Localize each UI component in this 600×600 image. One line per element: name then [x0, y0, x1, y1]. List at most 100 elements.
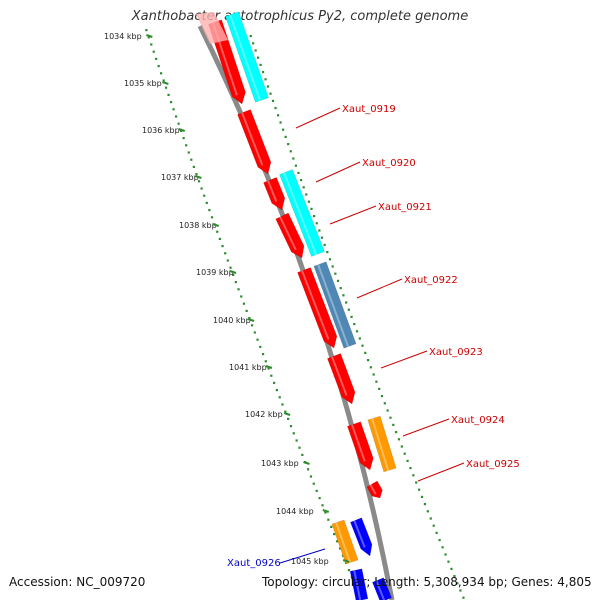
gene-feature-steel[interactable]	[313, 261, 357, 349]
ruler-dot	[180, 129, 183, 132]
ruler-dot	[157, 65, 160, 68]
genome-summary-text: Topology: circular; Length: 5,308,934 bp…	[262, 575, 592, 589]
ruler-dot	[318, 497, 321, 500]
outer-ruler-dot	[289, 150, 292, 153]
gene-feature-red[interactable]	[263, 177, 286, 211]
outer-ruler-dot	[271, 99, 275, 102]
outer-ruler-dot	[358, 337, 361, 340]
gene-label-xaut_0923[interactable]: Xaut_0923	[429, 347, 483, 358]
gene-feature-red[interactable]	[297, 267, 338, 349]
gene-feature-red[interactable]	[237, 109, 272, 175]
ruler-dot	[221, 245, 224, 248]
gene-feature-highlight	[267, 180, 278, 202]
ruler-dot	[275, 389, 279, 392]
ruler-dot	[218, 237, 221, 240]
outer-ruler-dot	[456, 582, 459, 585]
outer-ruler-dot	[432, 524, 435, 527]
ruler-tick	[322, 509, 330, 513]
gene-feature-highlight	[283, 172, 317, 256]
ruler-dot	[205, 201, 208, 204]
ruler-tick	[178, 128, 186, 132]
outer-ruler-dot	[264, 78, 267, 81]
ruler-tick	[212, 223, 220, 227]
outer-ruler-dot	[409, 467, 412, 470]
outer-ruler-dot	[438, 539, 441, 542]
ruler-dot	[197, 180, 201, 183]
ruler-dot	[253, 331, 256, 334]
outer-ruler-dot	[350, 315, 353, 318]
outer-ruler-dot	[282, 128, 285, 131]
ruler-dot	[259, 345, 262, 348]
ruler-dot	[242, 302, 246, 305]
outer-ruler-dot	[249, 35, 252, 38]
ruler-tick	[247, 318, 255, 322]
ruler-dot	[145, 29, 148, 32]
gene-feature-highlight	[369, 484, 377, 495]
gene-feature-highlight	[331, 356, 348, 396]
outer-ruler-dot	[392, 423, 395, 426]
ruler-label: 1034 kbp	[104, 32, 142, 41]
outer-ruler-dot	[429, 517, 432, 520]
ruler-dot	[347, 569, 351, 572]
gene-feature-highlight	[335, 522, 352, 563]
gene-feature-cyan[interactable]	[225, 11, 269, 103]
gene-feature-orange[interactable]	[367, 415, 397, 473]
gene-label-xaut_0922[interactable]: Xaut_0922	[404, 275, 458, 286]
outer-ruler-dot	[364, 351, 367, 354]
outer-ruler-dot	[323, 243, 326, 246]
outer-ruler-dot	[302, 186, 305, 189]
ruler-dot	[195, 173, 198, 176]
outer-ruler-dot	[400, 445, 403, 448]
gene-feature-orange[interactable]	[331, 519, 359, 565]
ruler-dot	[309, 475, 313, 478]
outer-ruler-dot	[462, 596, 465, 599]
gene-feature-red[interactable]	[347, 421, 374, 471]
gene-label-xaut_0920[interactable]: Xaut_0920	[362, 158, 416, 169]
outer-ruler-dot	[292, 157, 295, 160]
ruler-label: 1040 kbp	[213, 316, 251, 325]
ruler-dot	[289, 425, 293, 428]
gene-feature-highlight	[353, 570, 362, 600]
outer-ruler-dot	[369, 366, 372, 369]
ruler-dot	[187, 151, 190, 154]
gene-feature-red[interactable]	[275, 212, 305, 259]
ruler-label: 1042 kbp	[245, 410, 283, 419]
gene-feature-blue[interactable]	[349, 568, 369, 600]
gene-feature-red[interactable]	[366, 480, 383, 499]
outer-ruler-dot	[353, 323, 356, 326]
outer-ruler-dot	[257, 56, 260, 59]
ruler-dot	[278, 396, 281, 399]
gene-feature-faded[interactable]	[196, 12, 228, 44]
gene-leader-line	[315, 161, 361, 183]
outer-ruler-dot	[307, 200, 310, 203]
gene-label-xaut_0921[interactable]: Xaut_0921	[378, 202, 432, 213]
ruler-dot	[248, 317, 251, 320]
ruler-dot	[256, 338, 259, 341]
gene-feature-blue[interactable]	[350, 517, 373, 557]
gene-leader-line	[279, 548, 326, 564]
ruler-dot	[250, 324, 254, 327]
outer-ruler-dot	[259, 63, 262, 66]
ruler-dot	[172, 108, 175, 111]
ruler-label: 1039 kbp	[196, 268, 234, 277]
outer-ruler-dot	[276, 114, 280, 117]
gene-label-xaut_0919[interactable]: Xaut_0919	[342, 104, 396, 115]
ruler-label: 1038 kbp	[179, 221, 217, 230]
ruler-dot	[301, 453, 304, 456]
ruler-dot	[160, 72, 163, 75]
ruler-dot	[167, 93, 170, 96]
ruler-dot	[164, 86, 168, 89]
gene-feature-red[interactable]	[327, 353, 356, 405]
gene-feature-blue[interactable]	[372, 577, 392, 600]
gene-label-xaut_0925[interactable]: Xaut_0925	[466, 459, 520, 470]
gene-label-xaut_0926[interactable]: Xaut_0926	[227, 558, 281, 569]
gene-feature-cyan[interactable]	[279, 169, 325, 257]
ruler-dot	[327, 518, 330, 521]
outer-ruler-dot	[372, 373, 375, 376]
ruler-dot	[324, 511, 327, 514]
outer-ruler-dot	[294, 164, 298, 167]
gene-label-xaut_0924[interactable]: Xaut_0924	[451, 415, 505, 426]
ruler-dot	[174, 115, 178, 118]
outer-ruler-dot	[426, 510, 429, 513]
outer-ruler-dot	[418, 488, 421, 491]
